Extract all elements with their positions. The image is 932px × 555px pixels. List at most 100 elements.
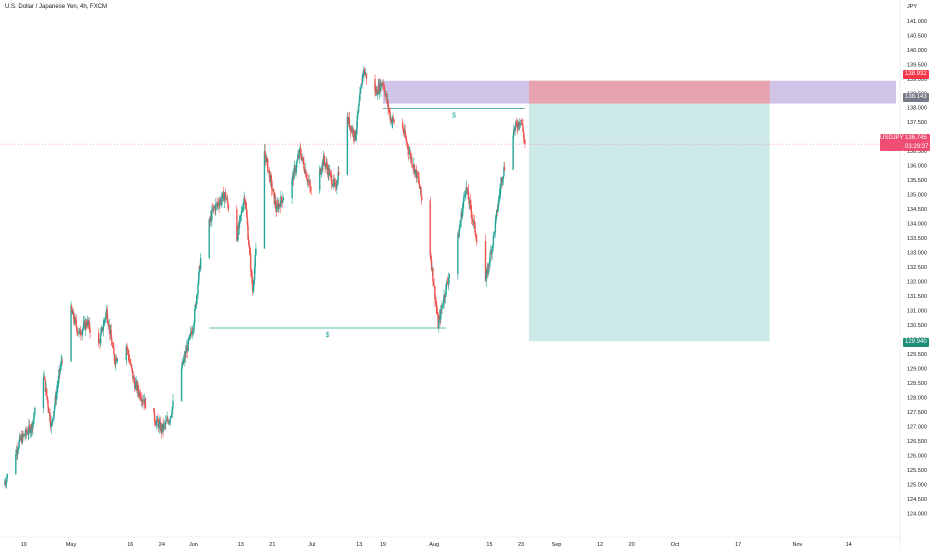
- candle-body: [348, 118, 351, 128]
- candle: [32, 420, 34, 436]
- candle-body: [154, 421, 156, 424]
- candle-body: [380, 82, 382, 91]
- candle: [305, 174, 308, 179]
- candle-body: [139, 391, 141, 399]
- candle: [85, 319, 87, 328]
- candle-body: [238, 218, 241, 228]
- candle: [47, 406, 50, 413]
- candle-body: [155, 421, 158, 425]
- candle: [420, 186, 422, 198]
- candle-body: [126, 348, 129, 350]
- price-tick-label: 127.500: [907, 410, 927, 416]
- candle-body: [324, 164, 327, 167]
- candle-body: [112, 346, 114, 348]
- candle-body: [280, 196, 282, 207]
- candle: [522, 129, 525, 144]
- candle: [337, 166, 339, 185]
- candle: [381, 80, 383, 88]
- candle-body: [419, 184, 421, 189]
- candle-body: [241, 210, 243, 212]
- price-tick-label: 134.000: [907, 222, 927, 228]
- candle-body: [254, 255, 256, 268]
- candle-body: [386, 94, 388, 102]
- candle-body: [17, 447, 20, 451]
- candle: [492, 233, 495, 252]
- candle: [376, 86, 378, 95]
- price-tick-label: 132.500: [907, 265, 927, 271]
- candle-body: [28, 425, 30, 433]
- candle-body: [17, 450, 19, 453]
- candle: [180, 363, 183, 402]
- candle-body: [474, 232, 477, 237]
- candle-body: [352, 129, 354, 137]
- candle: [51, 415, 53, 427]
- candle-body: [463, 194, 466, 197]
- candle-body: [435, 301, 437, 308]
- candle-body: [414, 169, 416, 174]
- candle: [128, 354, 131, 363]
- candle-body: [109, 325, 111, 335]
- candle: [76, 325, 78, 336]
- candle-body: [169, 416, 172, 422]
- candle: [298, 148, 301, 165]
- candle-body: [54, 396, 56, 406]
- candle-body: [251, 271, 253, 283]
- candle-body: [447, 282, 449, 284]
- candle: [215, 198, 217, 216]
- candle-body: [498, 194, 501, 198]
- candle: [245, 201, 247, 211]
- candle-body: [84, 321, 87, 330]
- candle-body: [42, 377, 45, 409]
- candle-body: [434, 286, 436, 300]
- candle-body: [127, 349, 129, 356]
- candle: [255, 243, 257, 257]
- candle-body: [142, 400, 144, 402]
- candle-body: [193, 322, 195, 331]
- candle-body: [488, 262, 491, 266]
- candle-body: [106, 308, 108, 320]
- candle: [493, 231, 495, 239]
- candle-body: [170, 415, 172, 417]
- candle-body: [497, 197, 500, 206]
- candle-body: [128, 355, 130, 361]
- candle-body: [169, 421, 171, 422]
- candle: [132, 371, 134, 383]
- candle-body: [376, 94, 379, 95]
- candle-body: [197, 284, 199, 294]
- candle-body: [50, 424, 53, 428]
- candle-body: [59, 366, 62, 372]
- candle-body: [28, 425, 31, 427]
- candle-body: [381, 83, 383, 86]
- candle-body: [361, 74, 364, 84]
- price-tick-label: 132.000: [907, 280, 927, 286]
- candle-body: [107, 319, 109, 324]
- candle-body: [330, 175, 333, 185]
- candle-body: [521, 119, 523, 124]
- candle: [338, 166, 340, 177]
- candle: [196, 293, 198, 310]
- candle: [282, 196, 285, 200]
- candle-body: [239, 215, 241, 219]
- candle-body: [196, 295, 198, 305]
- price-tick-label: 141.000: [907, 19, 927, 25]
- candle-body: [406, 143, 408, 145]
- candle-body: [310, 190, 312, 191]
- candle-body: [247, 239, 250, 245]
- candle-body: [446, 282, 448, 285]
- candle-body: [199, 257, 202, 270]
- candle-body: [134, 383, 137, 390]
- candle-body: [49, 412, 51, 422]
- candle: [436, 301, 438, 315]
- candle-body: [70, 305, 72, 362]
- candle-body: [466, 186, 468, 192]
- candle: [199, 253, 202, 273]
- candle-body: [309, 185, 312, 191]
- price-tick-label: 128.000: [907, 396, 927, 402]
- candle-body: [383, 85, 385, 91]
- candle-body: [129, 361, 131, 365]
- candle-body: [519, 124, 521, 127]
- candle-body: [171, 413, 173, 416]
- candle: [405, 133, 407, 140]
